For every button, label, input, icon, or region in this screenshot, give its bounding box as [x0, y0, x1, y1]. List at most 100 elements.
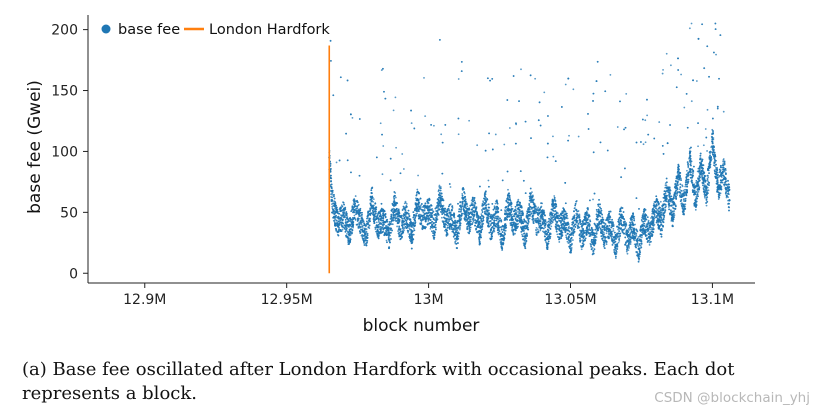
base-fee-dot: [697, 190, 700, 193]
base-fee-dot: [335, 161, 338, 164]
base-fee-dot: [670, 64, 672, 67]
base-fee-dot: [702, 144, 705, 147]
base-fee-dot: [684, 185, 687, 188]
base-fee-dot: [517, 198, 520, 201]
base-fee-dot: [377, 219, 380, 222]
base-fee-dot: [463, 192, 466, 195]
base-fee-dot: [681, 184, 684, 187]
base-fee-dot: [602, 245, 605, 248]
base-fee-dot: [717, 198, 720, 200]
base-fee-dot: [690, 100, 693, 103]
base-fee-dot: [692, 172, 694, 175]
base-fee-dot: [705, 204, 708, 207]
base-fee-dot: [682, 198, 685, 201]
base-fee-dot: [588, 223, 591, 226]
base-fee-dot: [665, 200, 668, 203]
base-fee-dot: [656, 208, 659, 211]
base-fee-dot: [385, 239, 388, 242]
base-fee-dot: [683, 106, 686, 109]
base-fee-dot: [568, 134, 570, 137]
base-fee-dot: [630, 228, 632, 231]
base-fee-dot: [625, 250, 628, 253]
base-fee-dot: [715, 53, 717, 56]
base-fee-dot: [722, 160, 725, 163]
base-fee-dot: [423, 76, 425, 79]
base-fee-dot: [331, 196, 334, 199]
base-fee-dot: [380, 69, 383, 71]
base-fee-dot: [617, 241, 620, 244]
base-fee-dot: [662, 200, 665, 203]
base-fee-dot: [352, 226, 354, 229]
base-fee-dot: [398, 226, 401, 229]
base-fee-dot: [457, 133, 460, 136]
base-fee-dot: [508, 127, 511, 129]
base-fee-dot: [688, 147, 691, 150]
base-fee-dot: [402, 168, 405, 170]
base-fee-dot: [637, 245, 640, 248]
base-fee-dot: [392, 109, 395, 112]
base-fee-dot: [507, 188, 509, 191]
base-fee-dot: [612, 227, 615, 230]
base-fee-dot: [518, 210, 521, 213]
base-fee-dot: [710, 158, 713, 160]
base-fee-dot: [635, 233, 638, 235]
base-fee-dot: [665, 184, 668, 187]
base-fee-dot: [511, 213, 513, 216]
base-fee-dot: [408, 227, 411, 229]
base-fee-dot: [470, 202, 473, 205]
base-fee-dot: [394, 196, 397, 199]
base-fee-dot: [545, 241, 547, 243]
base-fee-dot: [448, 209, 450, 211]
base-fee-dot: [361, 233, 364, 236]
base-fee-dot: [423, 207, 426, 210]
base-fee-dot: [636, 252, 639, 255]
base-fee-dot: [564, 83, 567, 86]
base-fee-dot: [351, 116, 354, 119]
base-fee-dot: [602, 231, 605, 234]
base-fee-dot: [686, 169, 688, 172]
base-fee-dot: [722, 110, 725, 113]
base-fee-dot: [558, 241, 561, 243]
base-fee-dot: [722, 163, 725, 165]
base-fee-dot: [617, 228, 619, 231]
base-fee-dot: [572, 234, 575, 237]
base-fee-dot: [331, 194, 334, 196]
base-fee-dot: [405, 202, 408, 205]
base-fee-dot: [417, 174, 419, 177]
base-fee-dot: [566, 240, 569, 243]
base-fee-dot: [553, 195, 556, 197]
base-fee-dot: [346, 232, 348, 235]
base-fee-dot: [626, 252, 629, 255]
base-fee-dot: [407, 231, 409, 234]
base-fee-dot: [339, 214, 342, 216]
base-fee-dot: [499, 238, 502, 241]
base-fee-dot: [706, 200, 709, 203]
base-fee-dot: [585, 210, 588, 213]
base-fee-dot: [494, 133, 497, 136]
base-fee-dot: [628, 221, 631, 224]
base-fee-dot: [634, 223, 636, 226]
base-fee-dot: [647, 219, 650, 222]
base-fee-dot: [631, 226, 634, 229]
base-fee-dot: [550, 225, 553, 228]
base-fee-dot: [475, 216, 478, 219]
base-fee-dot: [354, 195, 357, 197]
base-fee-dot: [454, 241, 456, 243]
base-fee-dot: [552, 155, 555, 158]
base-fee-dot: [468, 229, 471, 231]
base-fee-dot: [556, 233, 559, 236]
base-fee-dot: [544, 226, 547, 229]
base-fee-dot: [661, 72, 664, 75]
base-fee-dot: [439, 186, 442, 188]
base-fee-dot: [382, 145, 385, 147]
base-fee-dot: [360, 223, 363, 226]
base-fee-dot: [446, 224, 449, 227]
base-fee-dot: [682, 189, 685, 192]
base-fee-dot: [652, 226, 654, 229]
base-fee-dot: [612, 229, 615, 232]
base-fee-dot: [536, 207, 539, 210]
base-fee-dot: [340, 216, 343, 219]
base-fee-dot: [480, 213, 483, 215]
base-fee-dot: [568, 230, 571, 233]
base-fee-dot: [338, 208, 341, 211]
